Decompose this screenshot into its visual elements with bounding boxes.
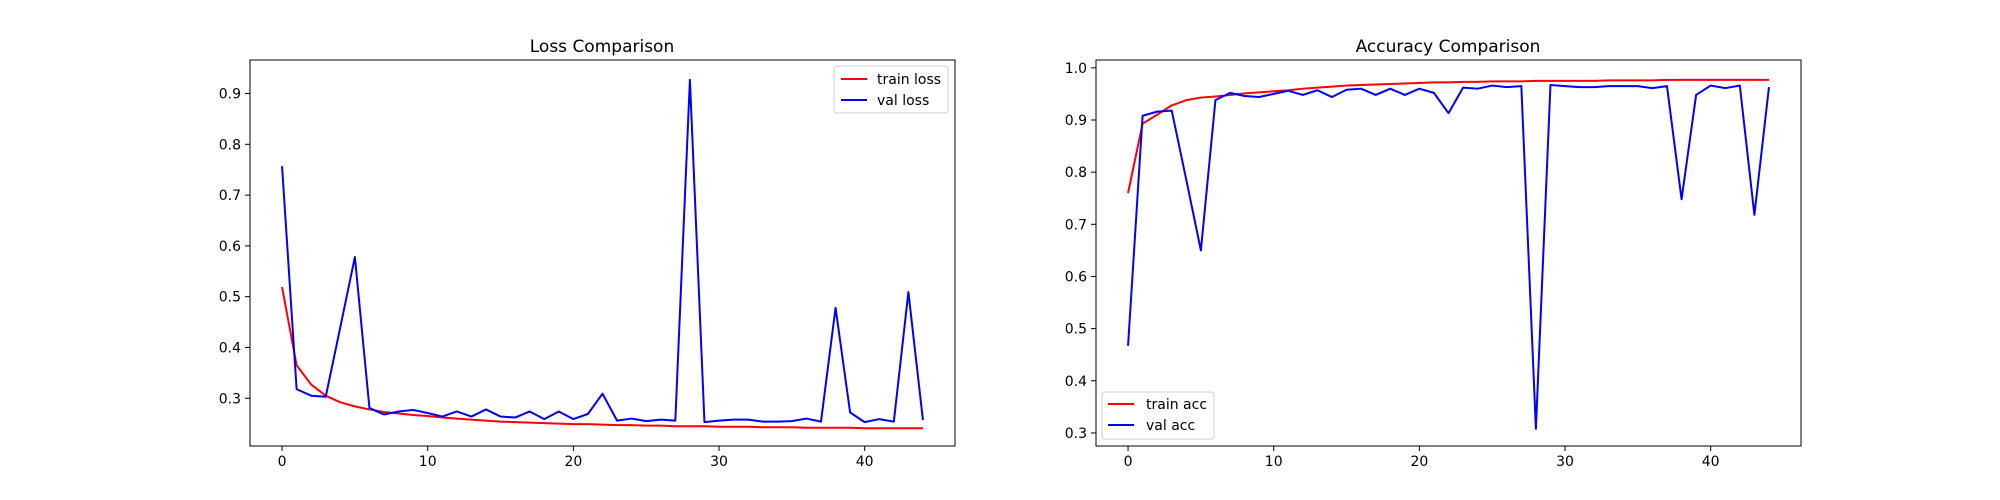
accuracy-axes-frame xyxy=(1095,59,1802,447)
accuracy-y-tick-label: 0.4 xyxy=(1065,374,1087,390)
loss-legend: train loss val loss xyxy=(833,65,949,114)
accuracy-y-tick-label: 0.3 xyxy=(1065,426,1087,442)
loss-chart-title: Loss Comparison xyxy=(530,37,674,57)
loss-x-tick-label: 30 xyxy=(710,454,728,470)
accuracy-chart: Accuracy Comparison 0 10 20 30 40 0.3 0.4 0.5 0.… xyxy=(1065,37,1802,470)
loss-legend-label-train: train loss xyxy=(877,72,941,88)
loss-y-tick-label: 0.5 xyxy=(219,290,241,306)
accuracy-legend-label-val: val acc xyxy=(1146,418,1195,434)
accuracy-x-tick-label: 40 xyxy=(1702,454,1720,470)
accuracy-y-tick-label: 0.5 xyxy=(1065,322,1087,338)
loss-x-tick-label: 40 xyxy=(856,454,874,470)
accuracy-x-tick-label: 0 xyxy=(1124,454,1133,470)
accuracy-x-tick-label: 10 xyxy=(1265,454,1283,470)
accuracy-y-tick-label: 1.0 xyxy=(1065,61,1087,77)
loss-chart: Loss Comparison 0 10 20 30 40 0.3 0.4 0.5 0.6 0.7… xyxy=(219,37,956,470)
accuracy-chart-title: Accuracy Comparison xyxy=(1356,37,1541,57)
loss-y-tick-label: 0.7 xyxy=(219,188,241,204)
loss-y-tick-label: 0.3 xyxy=(219,391,241,407)
loss-axes-frame xyxy=(249,59,956,447)
loss-x-tick-label: 0 xyxy=(278,454,287,470)
loss-x-tick-label: 10 xyxy=(419,454,437,470)
loss-legend-label-val: val loss xyxy=(877,93,929,109)
accuracy-y-tick-label: 0.7 xyxy=(1065,217,1087,233)
loss-y-tick-label: 0.4 xyxy=(219,340,241,356)
accuracy-legend: train acc val acc xyxy=(1101,391,1215,440)
accuracy-y-tick-label: 0.6 xyxy=(1065,269,1087,285)
accuracy-x-tick-label: 30 xyxy=(1556,454,1574,470)
loss-plot-area: 0 10 20 30 40 0.3 0.4 0.5 0.6 0.7 0.8 0.9 xyxy=(219,78,924,470)
accuracy-x-tick-label: 20 xyxy=(1410,454,1428,470)
accuracy-series-val-acc xyxy=(1127,84,1770,430)
loss-y-tick-label: 0.8 xyxy=(219,137,241,153)
loss-legend-box xyxy=(833,65,949,114)
accuracy-legend-label-train: train acc xyxy=(1146,397,1207,413)
accuracy-plot-area: 0 10 20 30 40 0.3 0.4 0.5 0.6 0.7 0.8 0.9 1.0 xyxy=(1065,61,1770,470)
accuracy-y-tick-label: 0.9 xyxy=(1065,113,1087,129)
loss-y-tick-label: 0.6 xyxy=(219,239,241,255)
loss-x-tick-label: 20 xyxy=(564,454,582,470)
loss-y-tick-label: 0.9 xyxy=(219,87,241,103)
loss-series-val-loss xyxy=(281,78,924,424)
accuracy-y-tick-label: 0.8 xyxy=(1065,165,1087,181)
